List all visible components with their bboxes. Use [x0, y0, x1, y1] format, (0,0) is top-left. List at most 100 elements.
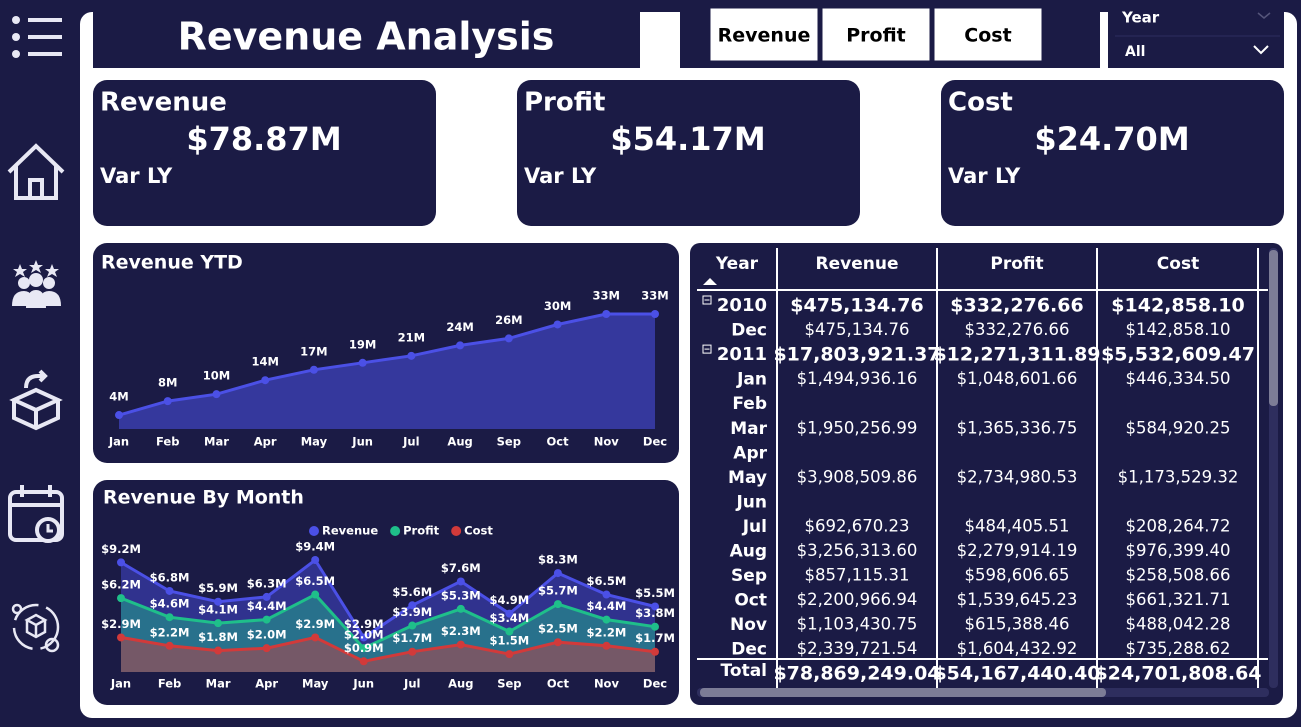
table-panel	[690, 243, 1283, 705]
x-tick-label: Jan	[108, 435, 129, 449]
table-cell: $258,508.66	[1126, 566, 1231, 585]
kpi-card	[941, 80, 1284, 226]
filter-button[interactable]	[709, 7, 819, 62]
filter-button[interactable]	[933, 7, 1043, 62]
table-grid	[697, 248, 1268, 688]
data-point	[359, 644, 368, 653]
row-label: May	[728, 468, 767, 488]
slicer-label: Year	[1121, 9, 1160, 27]
data-label: 4M	[109, 390, 128, 404]
table-cell: $5,532,609.47	[1101, 344, 1255, 366]
column-header[interactable]: Cost	[1157, 254, 1199, 274]
slicer-collapse[interactable]	[1257, 12, 1271, 19]
filter-button[interactable]	[821, 7, 931, 62]
calendar-icon[interactable]	[8, 485, 64, 543]
kpi-title: Profit	[524, 88, 605, 118]
data-label: $9.4M	[295, 540, 335, 554]
data-label: $2.9M	[101, 617, 141, 631]
v-scroll-thumb[interactable]	[1269, 250, 1278, 406]
returns-icon[interactable]	[9, 369, 63, 431]
row-label: Dec	[731, 640, 767, 660]
table-cell: $661,321.71	[1126, 590, 1231, 609]
data-label: 30M	[544, 299, 571, 313]
data-point	[311, 633, 320, 642]
area	[121, 560, 655, 672]
expand-toggle[interactable]	[702, 295, 712, 305]
x-tick-label: Oct	[547, 677, 570, 691]
filter-button-label[interactable]: Profit	[846, 25, 906, 47]
line	[118, 312, 655, 417]
data-point	[408, 647, 417, 656]
page-title: Revenue Analysis	[178, 15, 555, 59]
table-cell: $446,334.50	[1126, 369, 1231, 388]
data-point	[117, 558, 125, 567]
data-label: $9.2M	[101, 542, 141, 556]
table-body: 2010 $475,134.76 $332,276.66 $142,858.10 Dec…	[702, 295, 1255, 660]
x-tick-label: Dec	[643, 435, 667, 449]
team-icon[interactable]	[12, 260, 61, 308]
sort-arrow[interactable]	[703, 278, 717, 285]
home-icon[interactable]	[7, 143, 65, 200]
column-header[interactable]: Revenue	[816, 254, 899, 274]
data-point	[553, 320, 562, 329]
line	[120, 635, 656, 663]
filter-button-label[interactable]: Cost	[964, 25, 1011, 47]
menu-icon[interactable]	[12, 16, 62, 58]
table-cell: $208,264.72	[1126, 516, 1231, 535]
data-point	[505, 627, 514, 636]
data-point	[602, 590, 611, 599]
row-label: Jun	[735, 492, 767, 512]
data-label: $4.4M	[587, 599, 627, 613]
row-label: Oct	[734, 591, 767, 611]
table-cell: $2,279,914.19	[957, 541, 1078, 560]
filter-button-label[interactable]: Revenue	[718, 25, 811, 47]
total-cell: $54,167,440.40	[933, 663, 1100, 685]
slicer-dropdown[interactable]	[1253, 45, 1269, 55]
data-point	[359, 657, 368, 666]
x-tick-label: Feb	[158, 677, 181, 691]
logistics-icon[interactable]	[11, 603, 60, 653]
data-label: 21M	[398, 330, 425, 344]
data-label: 14M	[251, 355, 278, 369]
x-tick-label: Sep	[497, 677, 521, 691]
h-scroll-thumb[interactable]	[700, 688, 1106, 697]
data-label: $5.5M	[635, 586, 675, 600]
legend-label: Revenue	[322, 524, 378, 538]
data-label: $5.7M	[538, 584, 578, 598]
data-point	[117, 633, 125, 642]
data-point	[456, 341, 465, 350]
table-cell: $332,276.66	[950, 295, 1083, 317]
table-cell: $598,606.65	[965, 566, 1070, 585]
expand-toggle[interactable]	[702, 344, 712, 354]
slicer-value[interactable]: All	[1125, 44, 1145, 60]
data-label: 8M	[158, 376, 177, 390]
data-label: 26M	[495, 313, 522, 327]
data-label: $3.8M	[635, 606, 675, 620]
table-cell: $1,173,529.32	[1118, 467, 1239, 486]
x-tick-label: Jul	[402, 435, 419, 449]
table-cell: $692,670.23	[805, 516, 910, 535]
data-label: $5.6M	[392, 585, 432, 599]
data-point	[311, 590, 320, 599]
data-point	[407, 351, 416, 360]
row-label: Feb	[732, 394, 767, 414]
table-cell: $142,858.10	[1111, 295, 1244, 317]
table-cell: $735,288.62	[1126, 639, 1231, 658]
table-cell: $3,256,313.60	[797, 541, 918, 560]
column-header[interactable]: Profit	[990, 254, 1043, 274]
data-point	[214, 646, 223, 655]
data-point	[456, 604, 465, 613]
column-header[interactable]: Year	[715, 254, 759, 274]
line	[120, 557, 656, 640]
table-cell: $1,950,256.99	[797, 418, 918, 437]
table-cell: $17,803,921.37	[773, 344, 940, 366]
total-cell: $78,869,249.04	[773, 663, 940, 685]
kpi-value: $24.70M	[1034, 120, 1189, 158]
row-label: 2011	[717, 344, 767, 365]
data-point	[553, 569, 562, 578]
data-label: $1.8M	[198, 630, 238, 644]
row-label: Nov	[730, 615, 767, 635]
data-point	[602, 615, 611, 624]
data-point	[602, 310, 611, 318]
data-label: $2.9M	[295, 617, 335, 631]
